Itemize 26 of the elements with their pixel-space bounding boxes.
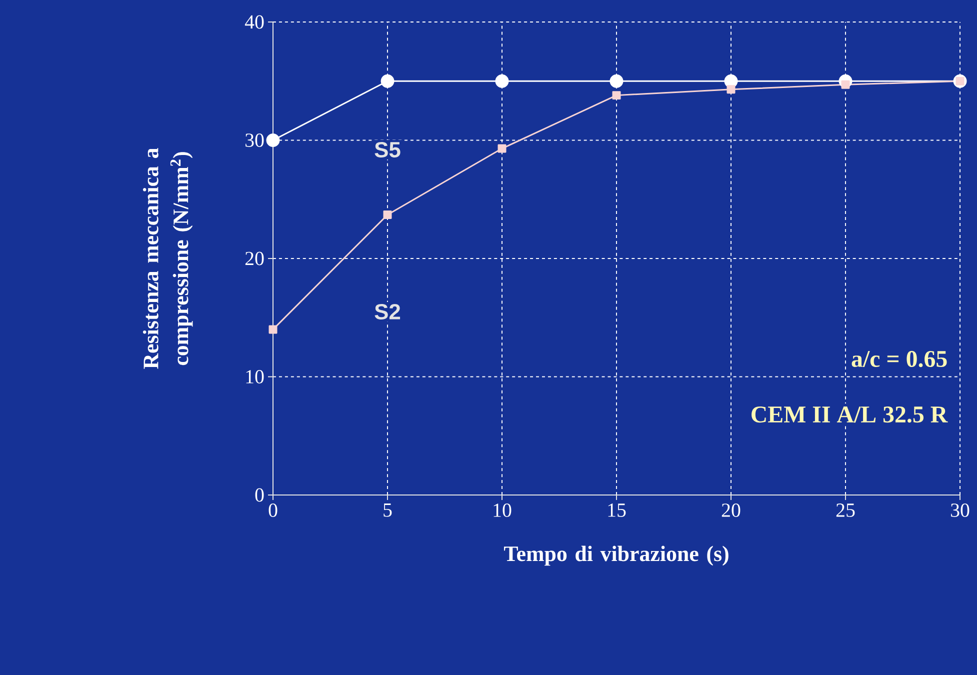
text: S5 [374, 142, 400, 158]
y-tick-label: 30 [246, 134, 264, 147]
text: S2 [374, 304, 400, 320]
point [726, 85, 736, 94]
point [498, 144, 506, 153]
x-tick-label: 0 [268, 504, 278, 517]
x-tick-label: 5 [384, 504, 392, 517]
point [380, 74, 394, 88]
x-tick-label: 15 [608, 504, 626, 517]
point [610, 74, 624, 88]
x-tick-label: 10 [494, 504, 512, 517]
point [268, 325, 278, 334]
x-tick-label: 20 [722, 504, 740, 517]
y-tick-label: 20 [245, 252, 264, 266]
annotation: CEM II A/L 32.5 R [752, 406, 948, 423]
point [266, 134, 280, 147]
y-tick-label: 40 [244, 15, 264, 29]
annotation: a/c = 0.65 [852, 350, 947, 368]
point [612, 91, 621, 100]
point [383, 210, 392, 219]
x-axis-title: Tempo di vibrazione (s) [504, 546, 728, 566]
x-tick-label: 30 [951, 504, 970, 517]
y-tick-label: 0 [255, 488, 264, 502]
point [495, 74, 509, 88]
y-tick-label: 10 [246, 370, 264, 384]
x-tick-label: 25 [836, 504, 855, 517]
